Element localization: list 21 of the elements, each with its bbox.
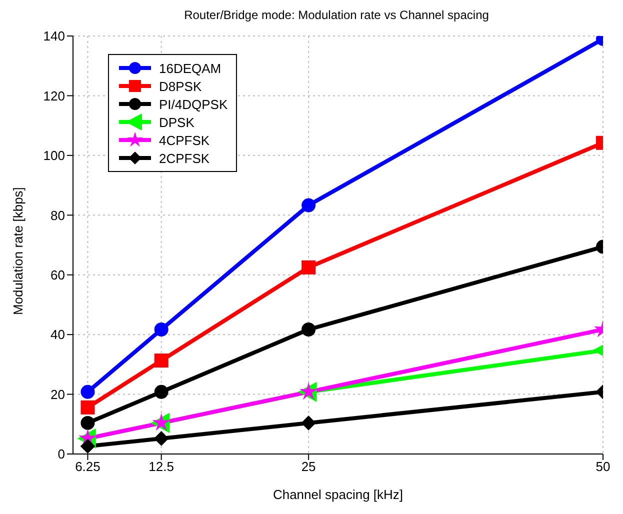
y-tick-label: 120: [43, 88, 65, 104]
y-tick-label: 40: [50, 327, 65, 342]
x-tick-label: 6.25: [75, 459, 100, 474]
x-tick-label: 12.5: [148, 459, 174, 474]
y-tick-label: 80: [50, 208, 65, 223]
chart-title: Router/Bridge mode: Modulation rate vs Channel spacing: [183, 8, 490, 24]
legend-label: 4CPFSK: [159, 132, 210, 148]
legend-label: 16DEQAM: [159, 60, 222, 76]
y-tick-label: 140: [43, 28, 65, 44]
y-tick-label: 20: [50, 386, 65, 402]
legend-label: DPSK: [159, 114, 194, 130]
legend-label: D8PSK: [159, 78, 202, 94]
x-tick-label: 25: [301, 459, 316, 474]
legend-label: PI/4DQPSK: [159, 96, 228, 112]
y-axis-title: Modulation rate [kbps]: [10, 187, 26, 315]
legend-label: 2CPFSK: [159, 150, 210, 166]
x-axis-title: Channel spacing [kHz]: [272, 487, 404, 502]
y-tick-label: 100: [43, 148, 65, 164]
x-tick-label: 50: [596, 459, 610, 474]
y-tick-label: 60: [50, 267, 65, 282]
y-tick-label: 0: [58, 446, 65, 462]
